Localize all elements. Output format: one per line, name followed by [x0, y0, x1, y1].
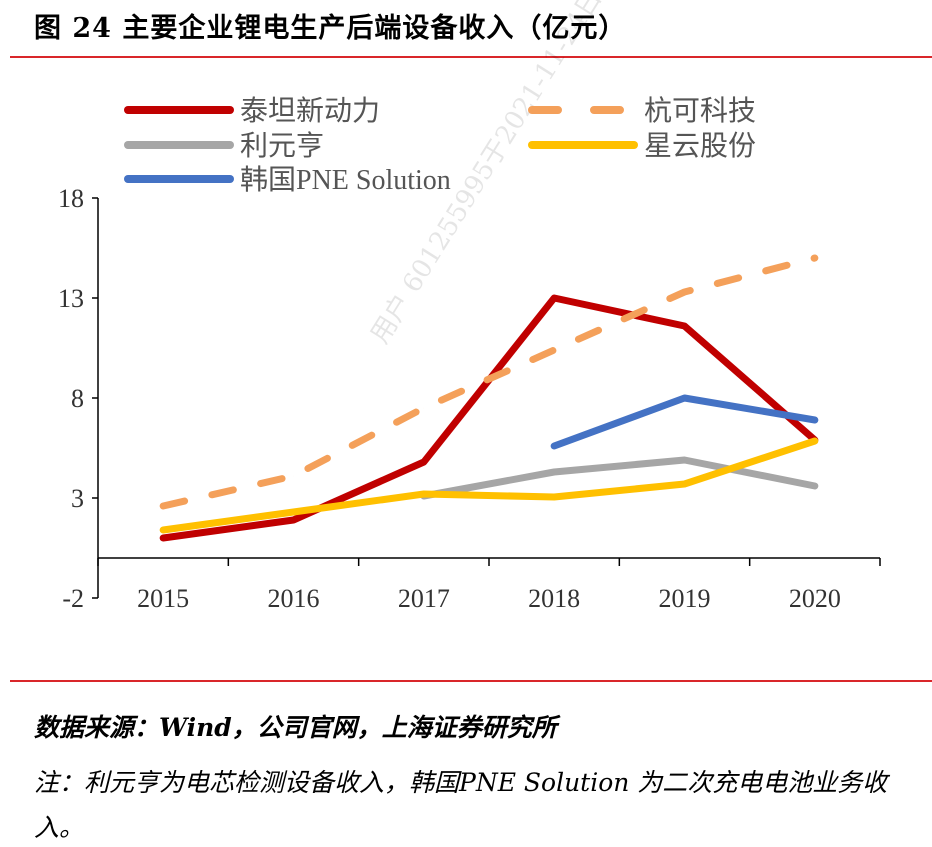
x-tick-label: 2016	[268, 584, 320, 613]
series-line-1	[159, 294, 819, 542]
figure-title: 图 24 主要企业锂电生产后端设备收入（亿元）	[34, 13, 627, 44]
note-text: 注：利元亨为电芯检测设备收入，韩国PNE Solution 为二次充电电池业务收…	[34, 768, 888, 842]
y-tick-label: 8	[71, 384, 84, 413]
series-line-4	[159, 437, 819, 534]
legend-label: 韩国PNE Solution	[240, 164, 451, 196]
x-tick-label: 2017	[398, 584, 450, 613]
series-line-3	[420, 456, 819, 500]
x-tick-label: 2018	[528, 584, 580, 613]
y-tick-label: 13	[58, 284, 84, 313]
title-rule	[10, 56, 932, 58]
footer-rule	[10, 680, 932, 682]
legend-label: 星云股份	[644, 130, 756, 162]
line-chart: -2 3 8 13 18 2015 2016 2017 2018 2019 2020 泰坦新动力 杭可科…	[58, 95, 881, 613]
x-tick-label: 2019	[659, 584, 711, 613]
y-tick-label: -2	[62, 584, 84, 613]
series-line-2	[159, 254, 819, 510]
legend-label: 利元亨	[240, 130, 324, 162]
y-tick-label: 3	[71, 484, 84, 513]
x-tick-label: 2020	[789, 584, 841, 613]
y-tick-label: 18	[58, 184, 84, 213]
legend-label: 泰坦新动力	[240, 95, 380, 127]
x-tick-label: 2015	[137, 584, 189, 613]
source-text: 数据来源：Wind，公司官网，上海证券研究所	[34, 713, 557, 742]
legend-label: 杭可科技	[644, 95, 756, 127]
